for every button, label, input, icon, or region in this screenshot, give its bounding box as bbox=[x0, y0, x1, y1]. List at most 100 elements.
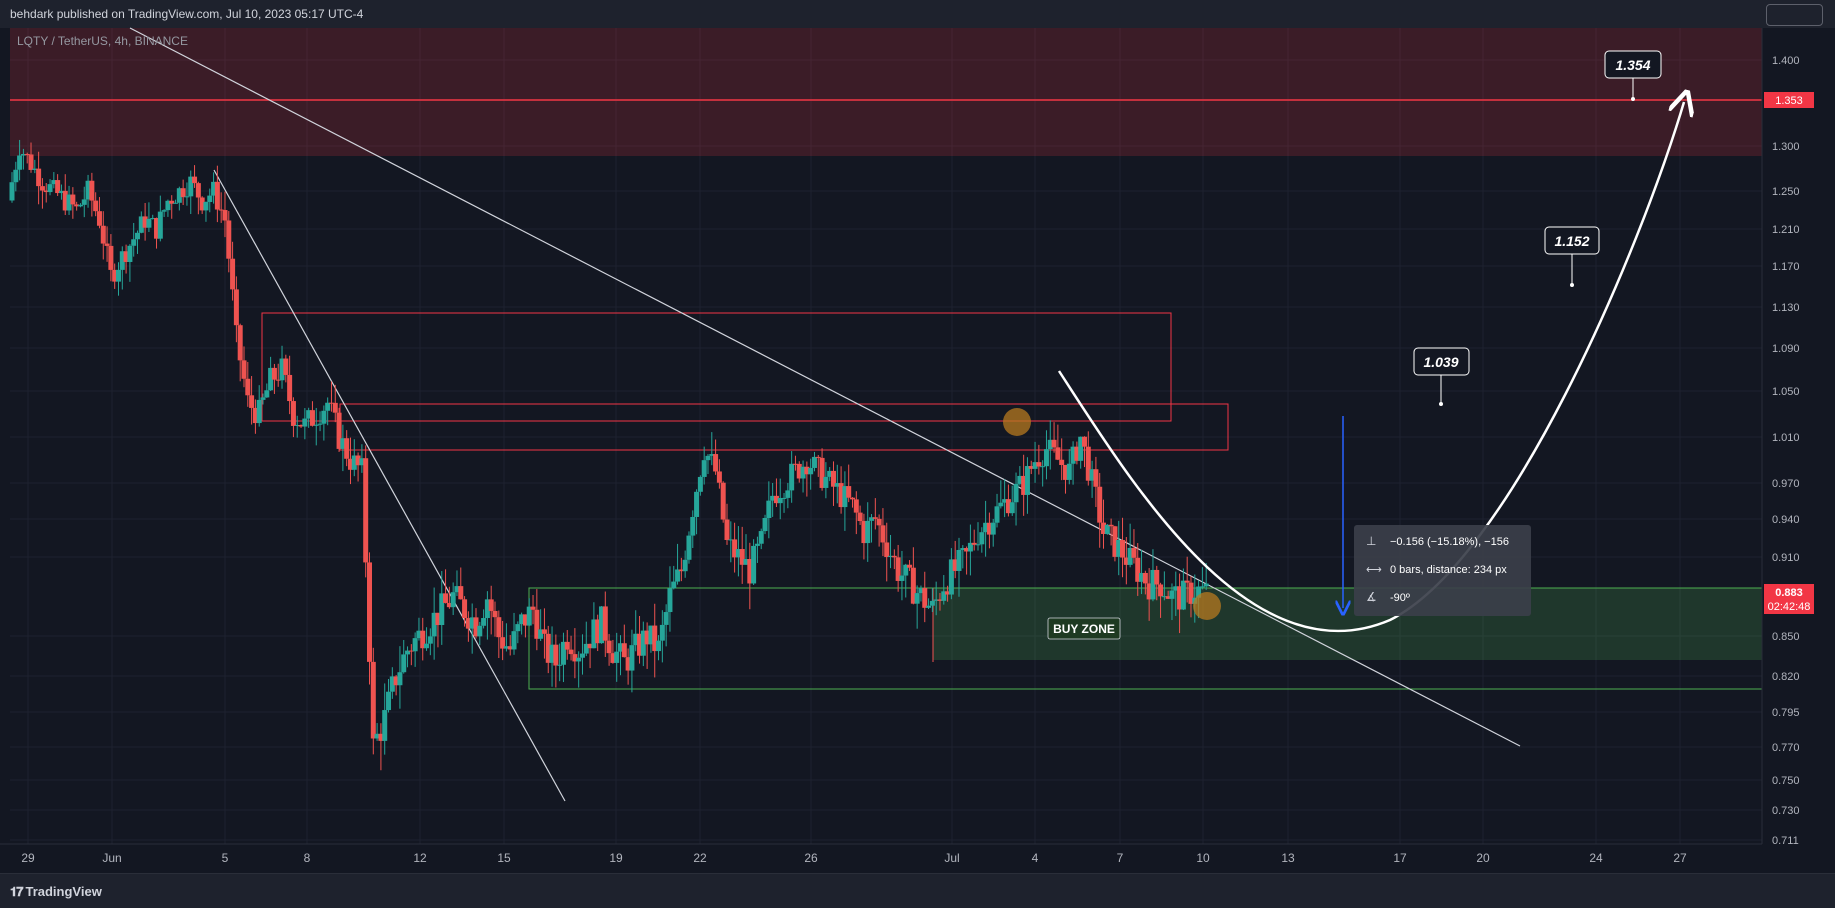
candle-body bbox=[43, 190, 49, 193]
candle-body bbox=[1142, 572, 1148, 584]
time-axis bbox=[0, 844, 1762, 873]
candle-body bbox=[85, 180, 91, 200]
candle-body bbox=[298, 425, 304, 427]
top-right-control[interactable] bbox=[1766, 4, 1823, 26]
candle-body bbox=[1089, 469, 1095, 481]
candle-body bbox=[743, 559, 749, 565]
candle-body bbox=[507, 646, 513, 650]
date-tick-label: 12 bbox=[413, 851, 427, 865]
candle-body bbox=[309, 410, 315, 426]
brand-text: TradingView bbox=[25, 884, 102, 899]
candle-body bbox=[169, 200, 175, 204]
candle-body bbox=[796, 463, 802, 479]
candle-body bbox=[842, 486, 848, 508]
highlight-circle-bottom bbox=[1193, 592, 1221, 620]
candle-body bbox=[74, 204, 80, 207]
candle-body bbox=[865, 520, 871, 544]
candle-body bbox=[290, 401, 296, 426]
candle-body bbox=[770, 495, 776, 501]
candle-body bbox=[709, 454, 715, 456]
candle-body bbox=[39, 186, 45, 191]
candle-body bbox=[557, 664, 563, 666]
candle-body bbox=[591, 619, 597, 649]
candle-body bbox=[751, 545, 757, 584]
price-tick-label: 0.730 bbox=[1772, 805, 1800, 817]
candle-body bbox=[705, 455, 711, 461]
candle-body bbox=[9, 182, 15, 201]
candle-body bbox=[462, 599, 468, 619]
candle-body bbox=[211, 181, 217, 196]
measure-angle: -90º bbox=[1390, 592, 1410, 604]
candle-body bbox=[789, 463, 795, 491]
candle-body bbox=[876, 518, 882, 526]
candle-body bbox=[180, 188, 186, 198]
price-tick-label: 0.820 bbox=[1772, 671, 1800, 683]
candle-body bbox=[785, 490, 791, 498]
bottom-bar: 𝟏𝟕 TradingView bbox=[0, 873, 1835, 908]
candle-body bbox=[686, 535, 692, 560]
candle-body bbox=[112, 269, 118, 282]
candle-body bbox=[431, 612, 437, 637]
candle-body bbox=[294, 425, 300, 427]
date-tick-label: 8 bbox=[304, 851, 311, 865]
candle-body bbox=[941, 591, 947, 601]
candle-body bbox=[515, 624, 521, 632]
candle-body bbox=[587, 643, 593, 649]
candle-body bbox=[20, 154, 26, 156]
candle-body bbox=[252, 407, 258, 424]
candle-body bbox=[500, 637, 506, 649]
candle-body bbox=[135, 232, 141, 240]
candle-body bbox=[1158, 584, 1164, 597]
candle-body bbox=[1066, 463, 1072, 480]
candle-body bbox=[964, 548, 970, 552]
candle-body bbox=[275, 379, 281, 381]
candle-body bbox=[47, 184, 53, 193]
candle-body bbox=[857, 512, 863, 522]
candle-body bbox=[553, 644, 559, 666]
candle-body bbox=[1203, 583, 1209, 587]
candle-body bbox=[218, 209, 224, 211]
candle-body bbox=[956, 549, 962, 571]
candle-body bbox=[378, 733, 384, 741]
candle-body bbox=[473, 617, 479, 637]
candle-body bbox=[176, 188, 182, 203]
candle-body bbox=[732, 539, 738, 558]
date-tick-label: 19 bbox=[609, 851, 623, 865]
candle-body bbox=[443, 593, 449, 603]
date-tick-label: 4 bbox=[1032, 851, 1039, 865]
candle-body bbox=[971, 542, 977, 545]
price-chart[interactable]: ⊥ −0.156 (−15.18%), −156 ⟷ 0 bars, dista… bbox=[0, 0, 1835, 873]
candle-body bbox=[192, 176, 198, 184]
candle-body bbox=[154, 217, 160, 239]
candle-body bbox=[1002, 499, 1008, 503]
candle-body bbox=[51, 180, 57, 185]
price-tick-label: 0.910 bbox=[1772, 552, 1800, 564]
candle-body bbox=[465, 618, 471, 629]
candle-body bbox=[945, 591, 951, 595]
candles bbox=[9, 139, 1209, 771]
candle-body bbox=[351, 455, 357, 470]
candle-body bbox=[325, 402, 331, 411]
candle-body bbox=[1013, 483, 1019, 503]
candle-body bbox=[271, 367, 277, 380]
candle-body bbox=[526, 606, 532, 626]
candle-body bbox=[161, 210, 167, 212]
candle-body bbox=[754, 543, 760, 546]
candle-body bbox=[667, 588, 673, 613]
candle-body bbox=[564, 641, 570, 650]
resistance-price-tag: 1.353 bbox=[1764, 92, 1814, 108]
price-tick-label: 1.210 bbox=[1772, 224, 1800, 236]
candle-body bbox=[207, 195, 213, 202]
candle-body bbox=[728, 539, 734, 541]
candle-body bbox=[1177, 586, 1183, 610]
candle-body bbox=[1070, 446, 1076, 464]
candle-body bbox=[313, 424, 319, 426]
candle-body bbox=[933, 599, 939, 601]
date-tick-label: 15 bbox=[497, 851, 511, 865]
target-label-1: 1.039 bbox=[1423, 354, 1458, 370]
candle-body bbox=[245, 378, 251, 396]
tradingview-logo-icon[interactable]: 𝟏𝟕 TradingView bbox=[10, 884, 102, 899]
candle-body bbox=[1021, 475, 1027, 495]
candle-body bbox=[382, 710, 388, 741]
candle-body bbox=[637, 633, 643, 656]
